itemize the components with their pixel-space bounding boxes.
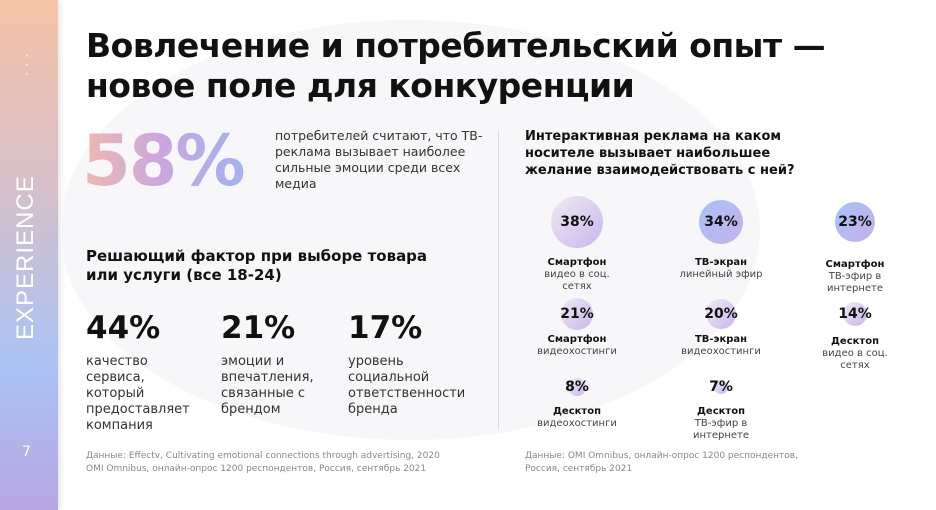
device-label: Десктоп	[697, 406, 745, 417]
factor-item: 44% качество сервиса, который предоставл…	[86, 310, 196, 434]
factor-value: 21%	[221, 310, 296, 346]
vertical-dots-icon[interactable]: · · ·	[25, 49, 29, 81]
media-item: ТВ-экран видеохостинги	[651, 334, 791, 358]
factor-text: уровень социальной ответственности бренд…	[348, 354, 466, 417]
factor-value: 17%	[348, 310, 423, 346]
factors-source: Данные: Effectv, Cultivating emotional c…	[86, 451, 440, 474]
device-label: Смартфон	[547, 334, 607, 345]
value-label: 7%	[709, 379, 733, 395]
value-label: 14%	[838, 306, 872, 322]
interactive-heading: Интерактивная реклама на каком носителе …	[525, 129, 795, 178]
media-item: Смартфон видео в соц. сетях	[507, 257, 647, 293]
value-circle	[835, 202, 875, 242]
value-circle	[843, 302, 867, 326]
media-item: Смартфон ТВ-эфир в интернете	[785, 259, 925, 295]
media-type-label: видеохостинги	[537, 418, 617, 429]
factors-heading: Решающий фактор при выборе товара или ус…	[86, 247, 428, 284]
value-label: 8%	[565, 379, 589, 395]
device-label: Десктоп	[553, 406, 601, 417]
factor-value: 44%	[86, 310, 161, 346]
media-item: Десктоп видеохостинги	[507, 406, 647, 430]
value-label: 23%	[838, 214, 872, 230]
sidebar: · · · EXPERIENCE 7	[0, 0, 58, 510]
media-type-label: ТВ-эфир в интернете	[826, 271, 884, 294]
media-item: ТВ-экран линейный эфир	[651, 257, 791, 281]
section-label: EXPERIENCE	[12, 175, 39, 340]
page-title: Вовлечение и потребительский опыт — ново…	[86, 26, 826, 105]
media-item: Десктоп ТВ-эфир в интернете	[651, 406, 791, 442]
background-shape	[60, 20, 760, 440]
media-type-label: ТВ-эфир в интернете	[692, 418, 750, 441]
factor-text: эмоции и впечатления, связанные с брендо…	[221, 354, 314, 417]
device-label: Смартфон	[547, 257, 607, 268]
factor-item: 21% эмоции и впечатления, связанные с бр…	[221, 310, 321, 418]
value-circle	[561, 298, 593, 330]
media-type-label: видеохостинги	[681, 346, 761, 357]
device-label: ТВ-экран	[694, 257, 748, 268]
value-circle	[699, 200, 743, 244]
device-label: ТВ-экран	[694, 334, 748, 345]
value-label: 21%	[560, 306, 594, 322]
media-item: Десктоп видео в соц. сетях	[785, 336, 925, 372]
value-circle	[706, 299, 736, 329]
factor-text: качество сервиса, который предоставляет …	[86, 354, 190, 433]
value-label: 20%	[704, 306, 738, 322]
media-item: Смартфон видеохостинги	[507, 334, 647, 358]
value-circle	[551, 196, 603, 248]
media-type-label: видео в соц. сетях	[822, 348, 888, 371]
value-circle	[714, 380, 728, 394]
media-type-label: видео в соц. сетях	[544, 269, 610, 292]
value-label: 34%	[704, 214, 738, 230]
divider	[498, 130, 499, 430]
media-type-label: линейный эфир	[679, 269, 763, 280]
hero-stat: 58%	[82, 120, 246, 202]
value-label: 38%	[560, 214, 594, 230]
device-label: Смартфон	[825, 259, 885, 270]
media-type-label: видеохостинги	[537, 346, 617, 357]
device-label: Десктоп	[831, 336, 879, 347]
page-number: 7	[22, 444, 31, 460]
factor-item: 17% уровень социальной ответственности б…	[348, 310, 473, 418]
value-circle	[568, 378, 586, 396]
hero-text: потребителей считают, что ТВ-реклама выз…	[275, 128, 483, 191]
interactive-source: Данные: OMI Omnibus, онлайн-опрос 1200 р…	[525, 451, 798, 474]
